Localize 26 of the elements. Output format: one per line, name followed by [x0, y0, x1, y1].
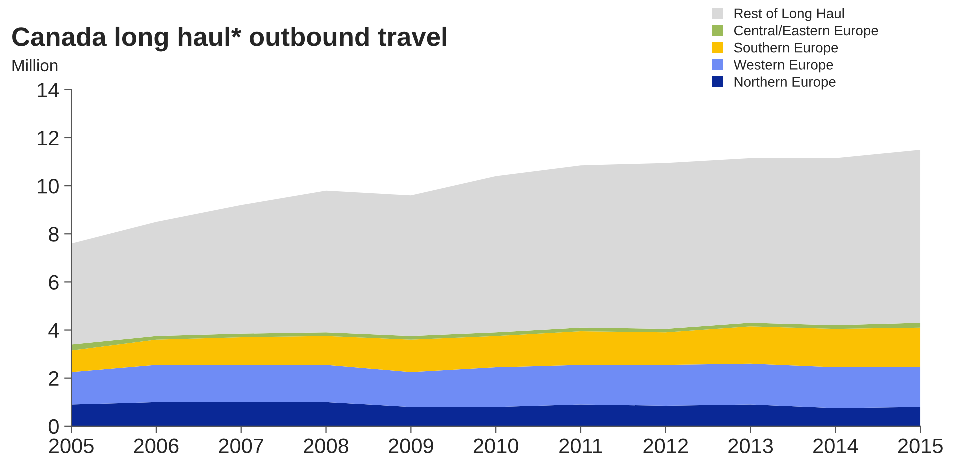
x-tick-label: 2005 — [49, 438, 94, 454]
y-tick-label: 10 — [38, 179, 59, 194]
x-tick-label: 2011 — [560, 438, 602, 454]
x-tick-label: 2007 — [219, 438, 264, 454]
x-tick-label: 2012 — [644, 438, 688, 454]
x-tick-label: 2008 — [304, 438, 349, 454]
y-tick-label: 6 — [49, 275, 59, 290]
y-axis-title: Million — [12, 59, 58, 72]
chart-title: Canada long haul* outbound travel — [12, 26, 446, 52]
y-tick-label: 4 — [48, 323, 60, 338]
x-tick-label: 2006 — [134, 438, 179, 454]
y-tick-label: 8 — [49, 227, 59, 242]
legend-label: Western Europe — [734, 60, 834, 73]
x-tick-label: 2015 — [898, 438, 943, 454]
legend-label: Southern Europe — [734, 42, 838, 56]
legend-label: Rest of Long Haul — [734, 8, 844, 22]
x-tick-label: 2013 — [728, 438, 774, 454]
y-tick-label: 14 — [38, 83, 60, 98]
y-tick-label: 0 — [48, 419, 59, 434]
x-tick-label: 2014 — [814, 438, 858, 454]
legend-label: Central/Eastern Europe — [734, 25, 878, 38]
y-tick-label: 2 — [49, 371, 59, 386]
x-tick-label: 2010 — [474, 438, 518, 454]
y-tick-label: 12 — [38, 130, 59, 146]
legend-label: Northern Europe — [734, 76, 836, 90]
x-tick-label: 2009 — [389, 438, 434, 454]
